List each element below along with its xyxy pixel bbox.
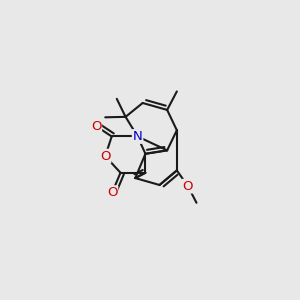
Text: O: O [100,150,110,163]
Text: O: O [107,186,117,199]
Text: O: O [183,180,193,193]
Text: N: N [133,130,142,143]
Text: O: O [91,120,101,133]
